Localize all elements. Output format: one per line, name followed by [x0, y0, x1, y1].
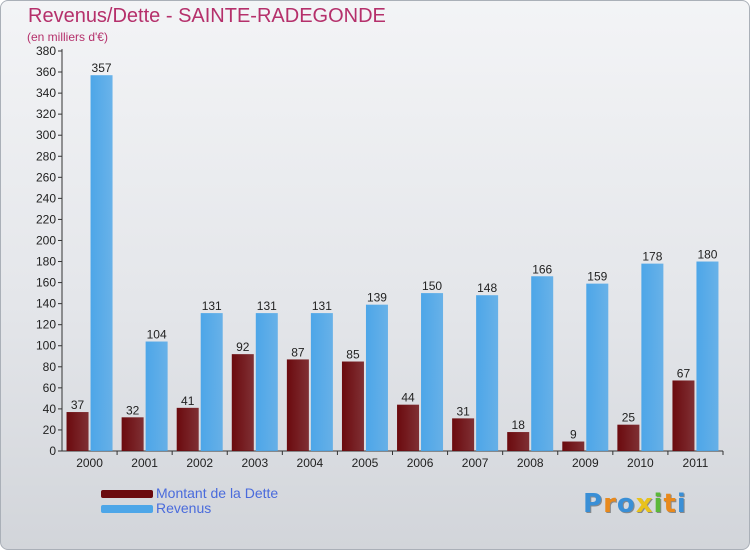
- y-tick-label: 0: [49, 444, 56, 458]
- data-label-dette: 9: [570, 428, 577, 442]
- logo-letter: r: [603, 489, 617, 519]
- data-label-dette: 37: [71, 398, 85, 412]
- bar-revenus: [476, 295, 499, 451]
- bar-dette: [121, 417, 144, 451]
- y-tick-label: 200: [36, 233, 56, 247]
- proxiti-logo: Proxiti: [583, 489, 687, 519]
- y-tick-label: 160: [36, 276, 56, 290]
- data-label-dette: 44: [401, 391, 415, 405]
- y-tick-label: 100: [36, 339, 56, 353]
- y-tick-label: 140: [36, 297, 56, 311]
- data-label-revenus: 180: [697, 248, 717, 262]
- data-label-dette: 41: [181, 394, 195, 408]
- data-label-revenus: 131: [312, 299, 332, 313]
- logo-letter: i: [653, 489, 664, 519]
- x-tick-label: 2009: [572, 456, 599, 470]
- bar-dette: [231, 354, 254, 451]
- data-label-dette: 85: [346, 348, 360, 362]
- y-tick-label: 20: [43, 423, 57, 437]
- y-tick-label: 260: [36, 170, 56, 184]
- bar-revenus: [641, 263, 664, 451]
- data-label-revenus: 148: [477, 281, 497, 295]
- chart-subtitle: (en milliers d'€): [27, 30, 108, 44]
- data-label-dette: 67: [677, 366, 691, 380]
- logo-letter: o: [616, 489, 636, 519]
- bar-revenus: [145, 341, 168, 451]
- data-label-dette: 25: [622, 411, 636, 425]
- y-tick-label: 280: [36, 149, 56, 163]
- data-label-revenus: 357: [92, 61, 112, 75]
- x-tick-label: 2007: [462, 456, 489, 470]
- y-tick-label: 80: [43, 360, 57, 374]
- bar-dette: [176, 407, 199, 451]
- bar-revenus: [90, 75, 113, 452]
- bar-dette: [66, 412, 89, 451]
- bar-dette: [672, 380, 695, 451]
- x-tick-label: 2010: [627, 456, 654, 470]
- data-label-revenus: 166: [532, 262, 552, 276]
- bar-revenus: [586, 283, 609, 451]
- y-tick-label: 240: [36, 191, 56, 205]
- data-label-revenus: 178: [642, 250, 662, 264]
- data-label-revenus: 131: [202, 299, 222, 313]
- x-tick-label: 2005: [352, 456, 379, 470]
- bar-dette: [507, 432, 530, 451]
- y-tick-label: 120: [36, 318, 56, 332]
- y-tick-label: 360: [36, 65, 56, 79]
- data-label-revenus: 159: [587, 270, 607, 284]
- y-tick-label: 220: [36, 212, 56, 226]
- data-label-dette: 92: [236, 340, 250, 354]
- x-tick-label: 2003: [241, 456, 268, 470]
- bar-dette: [617, 424, 640, 451]
- legend-label-revenus: Revenus: [156, 500, 212, 516]
- bar-dette: [562, 441, 585, 451]
- data-label-dette: 18: [512, 418, 526, 432]
- bar-dette: [452, 418, 475, 451]
- x-tick-label: 2004: [297, 456, 324, 470]
- bar-revenus: [365, 304, 388, 451]
- bar-dette: [286, 359, 309, 451]
- x-tick-label: 2002: [186, 456, 213, 470]
- logo-letter: t: [663, 489, 677, 519]
- x-tick-label: 2008: [517, 456, 544, 470]
- bar-revenus: [696, 261, 719, 451]
- y-tick-label: 320: [36, 107, 56, 121]
- data-label-revenus: 150: [422, 279, 442, 293]
- data-label-dette: 31: [456, 404, 470, 418]
- x-tick-label: 2000: [76, 456, 103, 470]
- data-label-dette: 87: [291, 345, 305, 359]
- y-tick-label: 60: [43, 381, 57, 395]
- y-tick-label: 340: [36, 86, 56, 100]
- bar-revenus: [255, 313, 278, 451]
- legend-label-dette: Montant de la Dette: [156, 485, 279, 501]
- chart-title: Revenus/Dette - SAINTE-RADEGONDE: [28, 5, 386, 27]
- y-tick-label: 180: [36, 255, 56, 269]
- bar-dette: [397, 404, 420, 451]
- data-label-revenus: 104: [147, 328, 167, 342]
- x-tick-label: 2011: [683, 456, 709, 470]
- bar-revenus: [421, 293, 444, 451]
- logo-letter: P: [583, 489, 604, 519]
- logo-letter: x: [635, 489, 654, 519]
- y-tick-label: 40: [43, 402, 57, 416]
- bar-dette: [341, 361, 364, 451]
- bar-revenus: [531, 276, 554, 451]
- y-tick-label: 380: [36, 44, 56, 58]
- data-label-revenus: 139: [367, 291, 387, 305]
- legend-swatch-revenus: [101, 505, 153, 513]
- bar-revenus: [200, 313, 223, 451]
- x-tick-label: 2006: [407, 456, 434, 470]
- legend-swatch-dette: [101, 490, 153, 498]
- data-label-dette: 32: [126, 403, 140, 417]
- x-tick-label: 2001: [131, 456, 158, 470]
- bar-revenus: [310, 313, 333, 451]
- logo-letter: i: [676, 489, 687, 519]
- data-label-revenus: 131: [257, 299, 277, 313]
- y-tick-label: 300: [36, 128, 56, 142]
